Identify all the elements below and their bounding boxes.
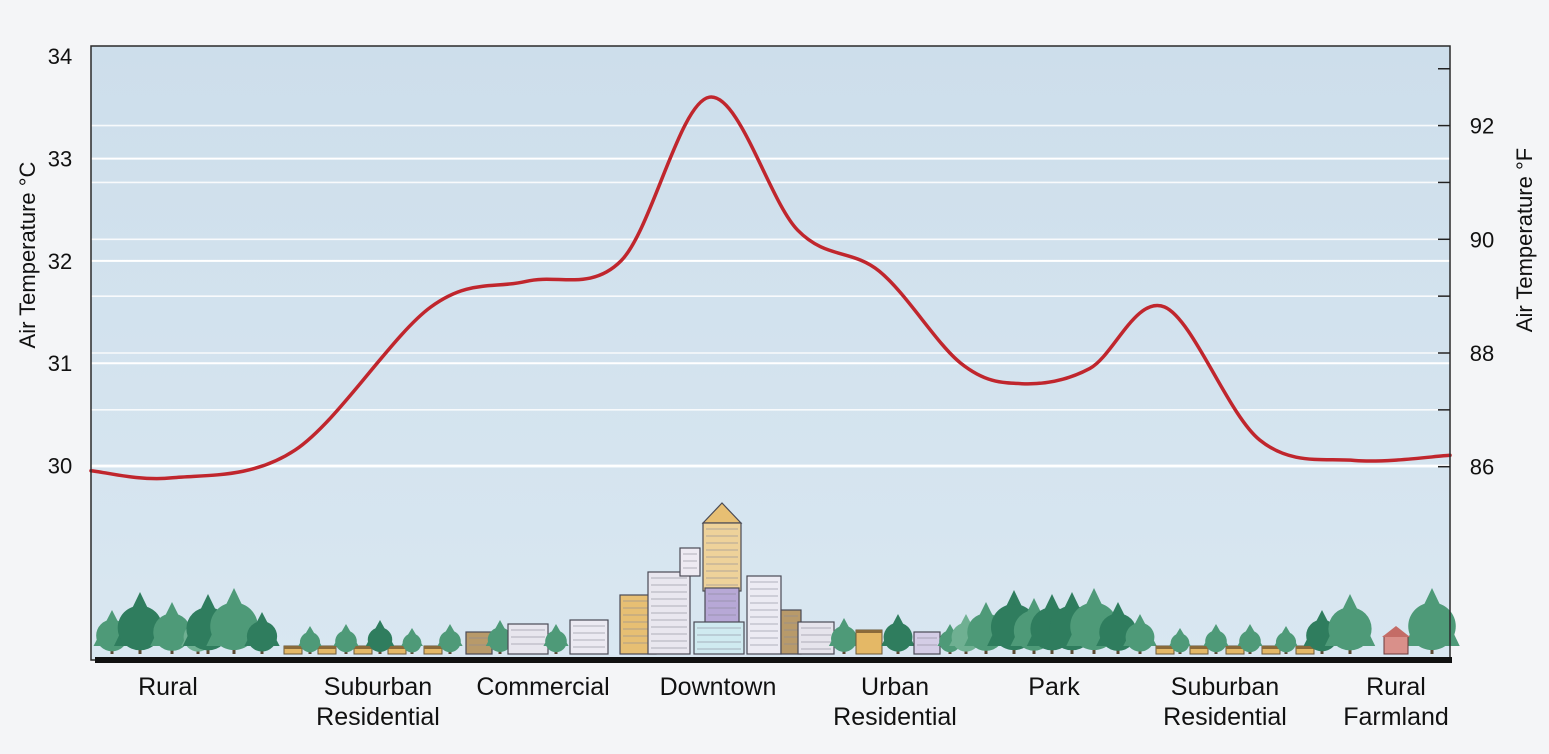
tree-icon (1203, 624, 1229, 654)
tree-icon (881, 614, 915, 654)
zone-labels: Rural Suburban Residential Commercial Downto… (138, 673, 1449, 731)
tree-icon (298, 626, 322, 654)
house-icon (855, 629, 883, 655)
left-tick-label: 33 (48, 147, 72, 172)
tree-icon (543, 624, 569, 654)
tree-icon (150, 602, 194, 654)
right-tick-label: 88 (1470, 341, 1494, 366)
building-icon (704, 587, 740, 625)
temperature-profile-line (89, 95, 1452, 481)
left-tick-label: 32 (48, 249, 72, 274)
tree-icon (333, 624, 359, 654)
left-axis-title: Air Temperature °C (15, 161, 40, 348)
right-tick-label: 92 (1470, 114, 1494, 139)
zone-label: Downtown (660, 673, 777, 701)
building-icon (702, 522, 742, 592)
left-tick-label: 31 (48, 351, 72, 376)
right-tick-label: 90 (1470, 227, 1494, 252)
building-icon (693, 621, 745, 655)
tree-icon (365, 620, 395, 654)
right-axis-title: Air Temperature °F (1512, 148, 1537, 332)
building-icon (465, 631, 493, 655)
tree-icon (1169, 628, 1191, 654)
building-icon (569, 619, 609, 655)
building-icon (780, 609, 802, 655)
building-icon (797, 621, 835, 655)
building-icon (913, 631, 941, 655)
house-icon (283, 645, 303, 655)
left-tick-label: 30 (48, 454, 72, 479)
tree-icon (401, 628, 423, 654)
building-icon (647, 571, 691, 655)
tree-icon (437, 624, 463, 654)
tree-icon (1123, 614, 1157, 654)
house-icon (353, 645, 373, 655)
house-icon (1189, 645, 1209, 655)
zone-label: Park (1028, 673, 1080, 701)
house-icon (423, 645, 443, 655)
house-icon (1155, 645, 1175, 655)
cityscape-silhouette (93, 502, 1460, 655)
zone-label: Urban Residential (833, 673, 957, 731)
building-icon (746, 575, 782, 655)
building-icon (507, 623, 549, 655)
right-axis-fahrenheit: 86 88 90 92 (1438, 67, 1494, 480)
left-tick-label: 34 (48, 44, 72, 69)
left-axis-celsius: 30 31 32 33 34 (48, 44, 72, 478)
right-tick-label: 86 (1470, 455, 1494, 480)
tree-icon (1324, 594, 1376, 654)
tree-icon (1404, 588, 1460, 654)
house-icon (317, 645, 337, 655)
zone-label: Suburban Residential (316, 673, 440, 731)
zone-label: Rural Farmland (1343, 673, 1449, 731)
zone-label: Commercial (476, 673, 609, 701)
tree-icon (113, 592, 167, 654)
tree-icon (485, 620, 515, 654)
zone-label: Rural (138, 673, 198, 701)
zone-label: Suburban Residential (1163, 673, 1287, 731)
building-icon (679, 547, 701, 577)
house-icon (1295, 645, 1315, 655)
tree-icon (244, 612, 280, 654)
tree-icon (1274, 626, 1298, 654)
tree-icon (828, 618, 860, 654)
tree-icon (1237, 624, 1263, 654)
farmhouse-icon (1382, 626, 1410, 655)
house-icon (387, 645, 407, 655)
